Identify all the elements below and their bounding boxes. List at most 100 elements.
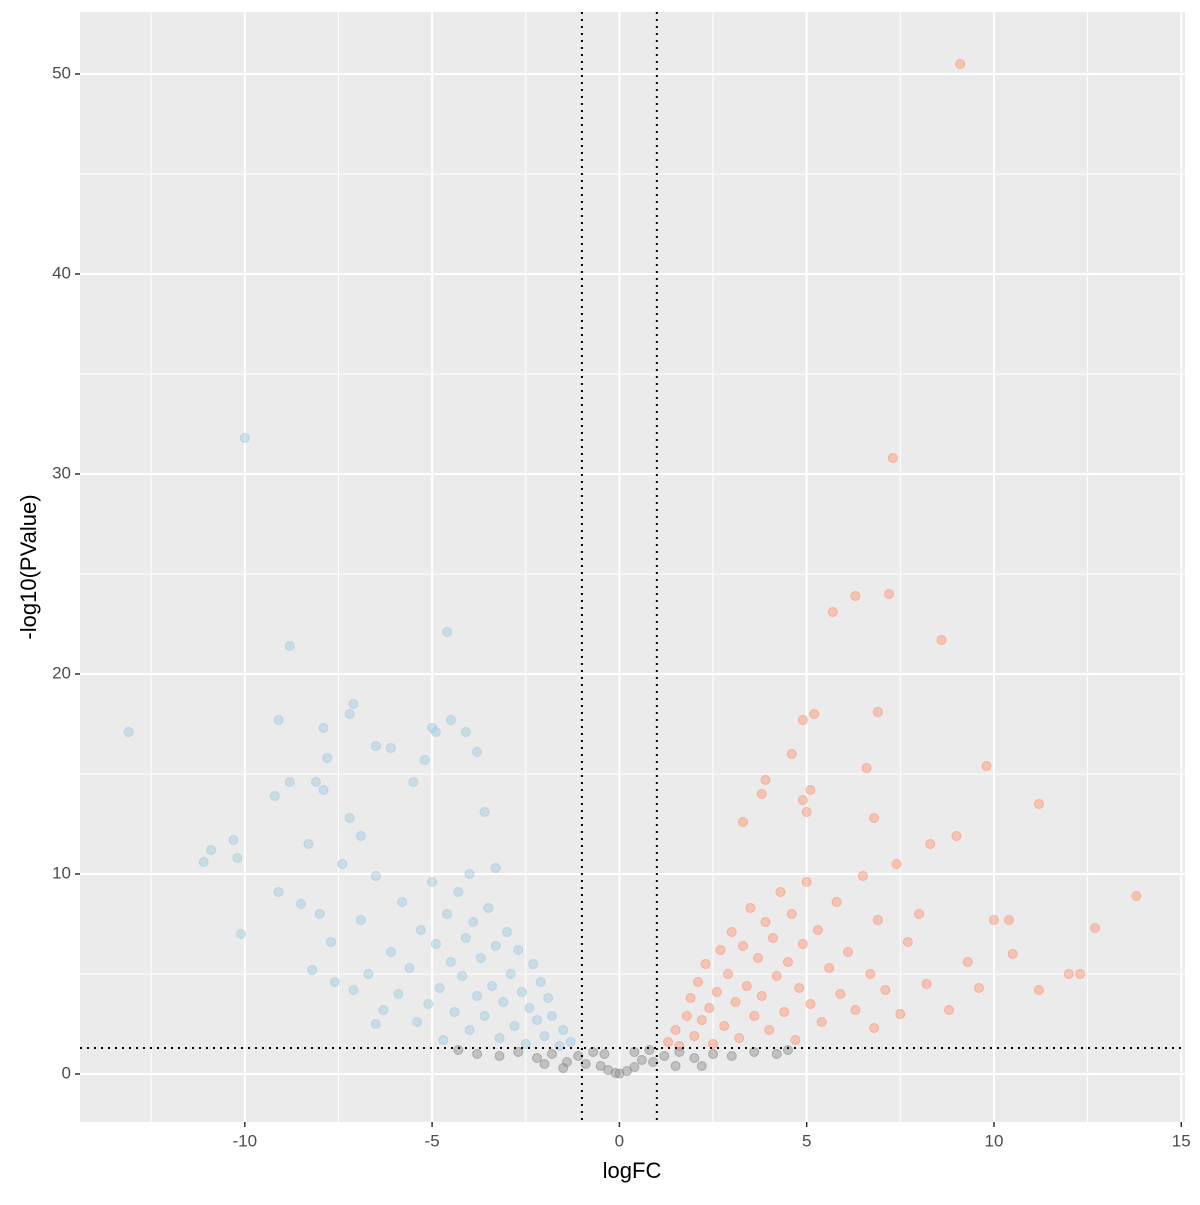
point [775,887,786,897]
point [348,699,359,709]
y-tick-label: 40 [52,263,71,282]
point [430,727,441,737]
point [531,1053,542,1063]
point [786,909,797,919]
point [693,977,704,987]
point [498,997,509,1007]
point [696,1015,707,1025]
point [790,1035,801,1045]
point [520,1039,531,1049]
point [936,635,947,645]
point [517,987,527,997]
point [734,1033,745,1043]
point [756,991,767,1001]
point [524,1003,535,1013]
point [797,939,808,949]
point [835,989,846,999]
point [513,1047,524,1057]
point [464,1025,475,1035]
point [741,981,752,991]
point [554,1041,565,1051]
point [558,1025,569,1035]
point [988,915,999,925]
point [700,959,711,969]
point [681,1011,692,1021]
point [385,947,396,957]
point [749,1011,760,1021]
point [442,909,453,919]
point [614,1068,625,1079]
point [730,997,741,1007]
point [531,1015,542,1025]
point [397,897,408,907]
point [797,795,808,805]
point [487,981,498,991]
point [760,917,771,927]
point [490,941,501,951]
x-tick-label: 15 [1172,1131,1191,1150]
point [558,1063,569,1073]
point [539,1059,550,1069]
point [738,817,748,827]
x-tick-label: -5 [425,1131,440,1150]
y-axis-title: -log10(PValue) [16,494,41,639]
point [460,933,471,943]
point [329,977,340,987]
point [502,927,513,937]
point [1063,969,1074,979]
point [539,1031,550,1041]
point [962,957,973,967]
point [689,1053,700,1063]
point [415,925,426,935]
point [944,1005,955,1015]
point [546,1049,557,1059]
point [925,839,936,849]
point [303,839,314,849]
point [644,1045,655,1055]
point [636,1055,647,1065]
point [528,959,539,969]
point [505,969,516,979]
point [490,863,501,873]
point [472,747,483,757]
point [629,1062,640,1072]
point [535,977,546,987]
x-tick-label: 10 [985,1131,1004,1150]
point [123,727,134,737]
points [123,59,1142,1079]
point [355,831,366,841]
point [355,915,366,925]
point [696,1061,707,1071]
point [805,785,816,795]
point [284,777,295,787]
point [749,1047,760,1057]
panel-background [80,12,1185,1122]
y-tick-label: 0 [62,1063,71,1082]
point [423,999,434,1009]
point [494,1051,505,1061]
y-tick-label: 30 [52,463,71,482]
point [786,749,797,759]
point [236,929,247,939]
point [475,953,486,963]
point [951,831,962,841]
point [603,1065,614,1075]
point [445,715,456,725]
point [745,903,756,913]
point [449,1007,460,1017]
point [771,971,782,981]
point [565,1037,576,1047]
point [494,1033,505,1043]
point [914,909,925,919]
point [884,589,895,599]
point [468,917,479,927]
point [738,941,748,951]
point [344,709,355,719]
point [824,963,835,973]
point [891,859,902,869]
point [370,871,381,881]
point [457,971,468,981]
point [232,853,243,863]
point [981,761,992,771]
